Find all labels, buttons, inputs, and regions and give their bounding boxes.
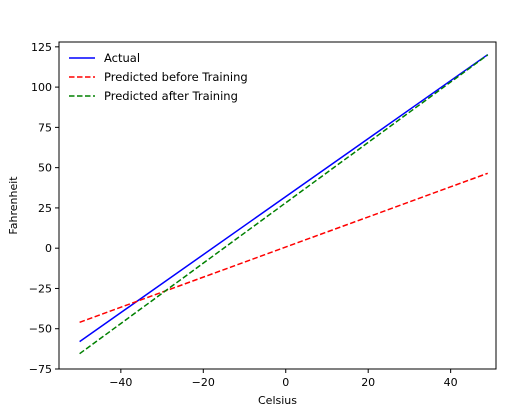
y-tick-label: 25 — [38, 202, 52, 215]
legend-label-2: Predicted before Training — [104, 70, 248, 84]
x-tick-label: −40 — [109, 376, 132, 389]
legend-label-3: Predicted after Training — [104, 89, 238, 103]
legend-label-1: Actual — [104, 51, 140, 65]
y-tick-label: 75 — [38, 121, 52, 134]
x-tick-label: 40 — [444, 376, 458, 389]
x-axis: −40 −20 0 20 40 — [109, 369, 458, 389]
y-tick-label: −50 — [29, 323, 52, 336]
series-line-2 — [79, 172, 489, 323]
y-tick-label: −75 — [29, 363, 52, 376]
y-axis-label: Fahrenheit — [7, 176, 20, 235]
plot-area — [58, 41, 497, 370]
x-tick-label: 20 — [361, 376, 375, 389]
y-tick-label: 0 — [45, 242, 52, 255]
plot-frame — [58, 41, 497, 370]
y-tick-label: 50 — [38, 162, 52, 175]
x-tick-label: 0 — [282, 376, 289, 389]
y-axis: −75 −50 −25 0 25 50 75 100 125 — [29, 41, 59, 376]
x-tick-label: −20 — [192, 376, 215, 389]
y-tick-label: 100 — [31, 81, 52, 94]
series-line-3 — [79, 54, 489, 355]
legend: Actual Predicted before Training Predicted… — [69, 51, 248, 103]
x-axis-label: Celsius — [258, 394, 297, 407]
series-layer — [79, 53, 489, 355]
y-tick-label: 125 — [31, 41, 52, 54]
series-line-1 — [79, 53, 489, 343]
y-tick-label: −25 — [29, 282, 52, 295]
